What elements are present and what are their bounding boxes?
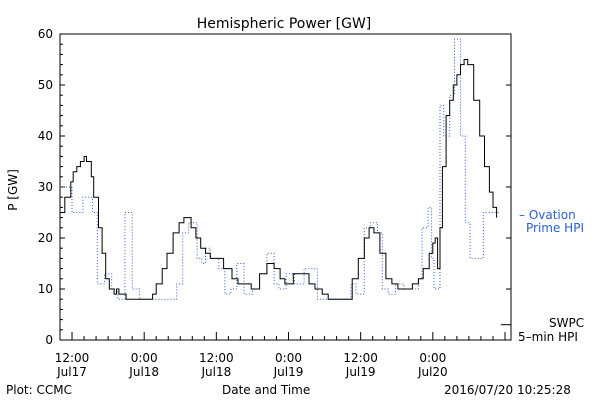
series-line-ccmc-model bbox=[60, 59, 498, 300]
y-tick-label: 30 bbox=[38, 180, 53, 194]
y-tick-label: 50 bbox=[38, 78, 53, 92]
legend-swpc-line2: 5–min HPI bbox=[518, 330, 578, 344]
series-layer bbox=[60, 38, 511, 326]
x-tick-label-time: 12:00 bbox=[55, 351, 90, 365]
y-tick-label: 10 bbox=[38, 282, 53, 296]
x-tick-label-time: 0:00 bbox=[419, 351, 446, 365]
y-axis-label: P [GW] bbox=[6, 169, 20, 211]
chart-title: Hemispheric Power [GW] bbox=[197, 16, 372, 32]
x-axis: 12:00Jul170:00Jul1812:00Jul180:00Jul1912… bbox=[55, 332, 506, 379]
plot-credit: Plot: CCMC bbox=[6, 383, 72, 397]
x-tick-label-time: 12:00 bbox=[343, 351, 378, 365]
x-tick-label-time: 0:00 bbox=[275, 351, 302, 365]
y-axis: 0 10 20 30 40 50 60 bbox=[38, 27, 511, 347]
x-tick-label-time: 0:00 bbox=[131, 351, 158, 365]
y-tick-label: 20 bbox=[38, 231, 53, 245]
plot-timestamp: 2016/07/20 10:25:28 bbox=[444, 383, 571, 397]
y-tick-label: 60 bbox=[38, 27, 53, 41]
x-tick-label-date: Jul19 bbox=[345, 365, 376, 379]
legend-swpc-line1: SWPC bbox=[549, 316, 584, 330]
x-tick-label-date: Jul19 bbox=[273, 365, 304, 379]
series-line-ovation-prime-hpi bbox=[60, 38, 501, 300]
x-tick-label-date: Jul17 bbox=[56, 365, 87, 379]
legend-ovation-line2: Prime HPI bbox=[526, 221, 584, 235]
x-axis-title: Date and Time bbox=[222, 383, 311, 397]
plot-area-frame bbox=[59, 33, 512, 341]
y-tick-label: 40 bbox=[38, 129, 53, 143]
x-tick-label-date: Jul20 bbox=[417, 365, 448, 379]
y-tick-label: 0 bbox=[45, 333, 53, 347]
x-tick-label-date: Jul18 bbox=[128, 365, 159, 379]
legend-ovation-line1: – Ovation bbox=[519, 208, 576, 222]
x-tick-label-date: Jul18 bbox=[200, 365, 231, 379]
x-tick-label-time: 12:00 bbox=[199, 351, 234, 365]
